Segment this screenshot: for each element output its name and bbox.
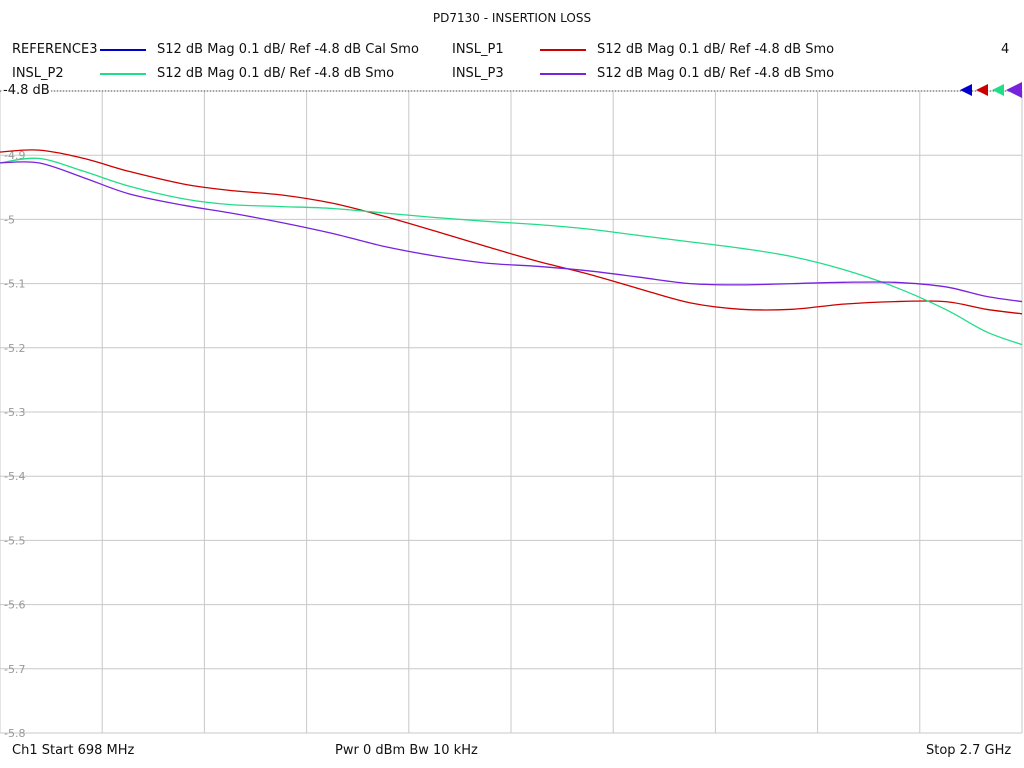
legend-desc-insl-p1: S12 dB Mag 0.1 dB/ Ref -4.8 dB Smo	[597, 42, 835, 57]
reference-markers	[960, 82, 1022, 98]
series-group	[0, 149, 1023, 346]
grid	[0, 90, 1023, 734]
ref-marker-insl-p1	[976, 84, 988, 96]
y-tick-label: -5.3	[4, 406, 25, 419]
ref-marker-insl-p3	[1006, 82, 1022, 98]
legend-line-insl-p1	[540, 49, 586, 51]
series-line-insl-p2	[0, 157, 1023, 346]
channel-number: 4	[1001, 42, 1010, 57]
y-tick-label: -5.6	[4, 599, 25, 612]
y-tick-label: -5.2	[4, 342, 25, 355]
legend-name-insl-p1: INSL_P1	[452, 42, 504, 57]
legend-name-reference3: REFERENCE3	[12, 42, 98, 57]
legend-desc-reference3: S12 dB Mag 0.1 dB/ Ref -4.8 dB Cal Smo	[157, 42, 419, 57]
legend-name-insl-p3: INSL_P3	[452, 66, 504, 81]
legend-line-insl-p2	[100, 73, 146, 75]
legend-line-insl-p3	[540, 73, 586, 75]
ref-marker-insl-p2	[992, 84, 1004, 96]
series-line-insl-p3	[0, 161, 1023, 303]
legend-name-insl-p2: INSL_P2	[12, 66, 64, 81]
footer-start: Ch1 Start 698 MHz	[12, 743, 135, 758]
legend-desc-insl-p3: S12 dB Mag 0.1 dB/ Ref -4.8 dB Smo	[597, 66, 835, 81]
footer-stop: Stop 2.7 GHz	[926, 743, 1012, 758]
y-tick-label: -5	[4, 213, 15, 226]
y-tick-label: -5.7	[4, 663, 25, 676]
y-tick-label: -5.1	[4, 278, 25, 291]
legend-desc-insl-p2: S12 dB Mag 0.1 dB/ Ref -4.8 dB Smo	[157, 66, 395, 81]
chart-title: PD7130 - INSERTION LOSS	[432, 11, 592, 25]
reference-level-label: -4.8 dB	[2, 83, 51, 98]
legend-line-reference3	[100, 49, 146, 51]
y-tick-label: -5.5	[4, 534, 25, 547]
y-tick-label: -5.4	[4, 470, 25, 483]
y-tick-label: -5.8	[4, 727, 25, 740]
footer-power-bandwidth: Pwr 0 dBm Bw 10 kHz	[335, 743, 478, 758]
y-tick-labels: -4.8-4.9-5-5.1-5.2-5.3-5.4-5.5-5.6-5.7-5…	[4, 85, 25, 740]
series-line-insl-p1	[0, 149, 1023, 315]
ref-marker-reference3	[960, 84, 972, 96]
